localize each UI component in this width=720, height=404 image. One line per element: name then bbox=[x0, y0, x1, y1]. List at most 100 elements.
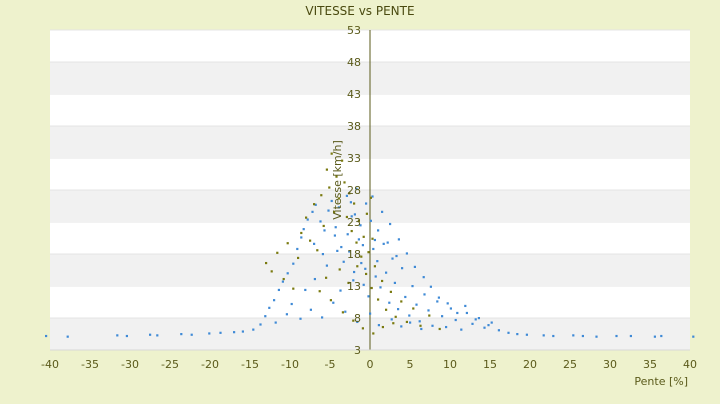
data-point-series-1 bbox=[348, 250, 351, 253]
data-point-series-2 bbox=[313, 203, 316, 206]
data-point-series-2 bbox=[350, 229, 353, 233]
data-point-series-1 bbox=[367, 295, 370, 298]
chart-title: VITESSE vs PENTE bbox=[305, 4, 414, 18]
data-point-series-2 bbox=[286, 242, 289, 245]
data-point-series-2 bbox=[394, 315, 397, 318]
x-tick-label: -40 bbox=[41, 358, 59, 371]
data-point-series-1 bbox=[418, 320, 421, 323]
data-point-series-1 bbox=[377, 229, 380, 232]
x-tick-label: -20 bbox=[201, 358, 219, 371]
data-point-series-2 bbox=[373, 265, 376, 268]
data-point-series-1 bbox=[241, 330, 244, 333]
x-tick-label: 30 bbox=[603, 358, 617, 371]
data-point-series-1 bbox=[355, 187, 358, 190]
data-point-series-1 bbox=[369, 219, 372, 222]
data-point-series-2 bbox=[325, 168, 328, 171]
data-point-series-1 bbox=[456, 311, 459, 315]
data-point-series-2 bbox=[309, 239, 312, 242]
data-point-series-1 bbox=[441, 315, 444, 318]
data-point-series-1 bbox=[420, 327, 423, 331]
data-point-series-1 bbox=[353, 213, 356, 216]
data-point-series-1 bbox=[372, 247, 375, 251]
data-point-series-1 bbox=[371, 195, 374, 198]
data-point-series-2 bbox=[372, 332, 375, 335]
data-point-series-1 bbox=[219, 331, 222, 334]
data-point-series-1 bbox=[321, 316, 324, 319]
data-point-series-2 bbox=[265, 261, 268, 265]
data-point-series-1 bbox=[487, 324, 490, 327]
x-tick-label: 20 bbox=[523, 358, 537, 371]
data-point-series-1 bbox=[507, 331, 510, 334]
data-point-series-2 bbox=[419, 324, 422, 327]
data-point-series-1 bbox=[369, 312, 372, 315]
data-point-series-1 bbox=[304, 288, 307, 292]
data-point-series-1 bbox=[290, 302, 293, 306]
x-tick-label: 10 bbox=[443, 358, 457, 371]
data-point-series-1 bbox=[285, 313, 288, 316]
data-point-series-1 bbox=[465, 311, 468, 315]
data-point-series-2 bbox=[352, 319, 355, 322]
data-point-series-1 bbox=[233, 331, 236, 334]
x-tick-label: 5 bbox=[407, 358, 414, 371]
data-point-series-1 bbox=[333, 234, 336, 237]
data-point-series-1 bbox=[391, 257, 394, 260]
data-point-series-1 bbox=[397, 308, 400, 311]
x-tick-label: -10 bbox=[281, 358, 299, 371]
data-point-series-1 bbox=[356, 320, 359, 324]
data-point-series-2 bbox=[392, 322, 395, 325]
data-point-series-2 bbox=[356, 265, 359, 268]
data-point-series-2 bbox=[365, 272, 368, 276]
data-point-series-2 bbox=[357, 219, 360, 222]
data-point-series-1 bbox=[542, 334, 545, 337]
data-point-series-1 bbox=[692, 335, 695, 338]
data-point-series-1 bbox=[125, 334, 128, 338]
data-point-series-2 bbox=[297, 256, 300, 260]
data-point-series-2 bbox=[355, 241, 358, 244]
data-point-series-1 bbox=[337, 206, 340, 209]
data-point-series-1 bbox=[149, 333, 152, 336]
data-point-series-1 bbox=[581, 334, 584, 338]
data-point-series-1 bbox=[332, 301, 335, 304]
x-axis-label: Pente [%] bbox=[634, 375, 688, 388]
y-tick-label: 23 bbox=[347, 216, 361, 229]
y-axis-label: Vitesse [km/h] bbox=[331, 140, 344, 220]
x-tick-label: 35 bbox=[643, 358, 657, 371]
data-point-series-1 bbox=[388, 301, 391, 304]
y-tick-label: 38 bbox=[347, 120, 361, 133]
data-point-series-1 bbox=[344, 310, 347, 313]
data-point-series-2 bbox=[300, 231, 303, 235]
data-point-series-1 bbox=[327, 209, 330, 212]
y-tick-label: 33 bbox=[347, 152, 361, 165]
data-point-series-2 bbox=[381, 279, 384, 283]
data-point-series-1 bbox=[350, 215, 353, 218]
data-point-series-2 bbox=[400, 300, 403, 303]
data-point-series-1 bbox=[252, 328, 255, 331]
data-point-series-2 bbox=[360, 255, 363, 258]
data-point-series-2 bbox=[381, 325, 384, 329]
data-point-series-1 bbox=[431, 324, 434, 327]
data-point-series-1 bbox=[415, 303, 418, 306]
data-point-series-1 bbox=[572, 334, 575, 337]
x-tick-label: -5 bbox=[325, 358, 336, 371]
data-point-series-1 bbox=[376, 260, 379, 263]
data-point-series-2 bbox=[428, 314, 431, 317]
data-point-series-1 bbox=[483, 326, 486, 329]
data-point-series-2 bbox=[371, 237, 374, 240]
data-point-series-1 bbox=[401, 267, 404, 270]
data-point-series-1 bbox=[629, 334, 632, 338]
x-tick-label: -30 bbox=[121, 358, 139, 371]
data-point-series-1 bbox=[446, 302, 449, 305]
data-point-series-1 bbox=[373, 238, 376, 242]
data-point-series-1 bbox=[362, 283, 365, 286]
data-point-series-1 bbox=[321, 253, 324, 256]
data-point-series-1 bbox=[364, 267, 367, 270]
data-point-series-1 bbox=[359, 224, 362, 227]
data-point-series-2 bbox=[338, 268, 341, 271]
data-point-series-1 bbox=[449, 307, 452, 310]
data-point-series-1 bbox=[66, 335, 69, 338]
data-point-series-1 bbox=[471, 322, 474, 325]
data-point-series-2 bbox=[362, 235, 365, 238]
data-point-series-1 bbox=[437, 296, 440, 299]
